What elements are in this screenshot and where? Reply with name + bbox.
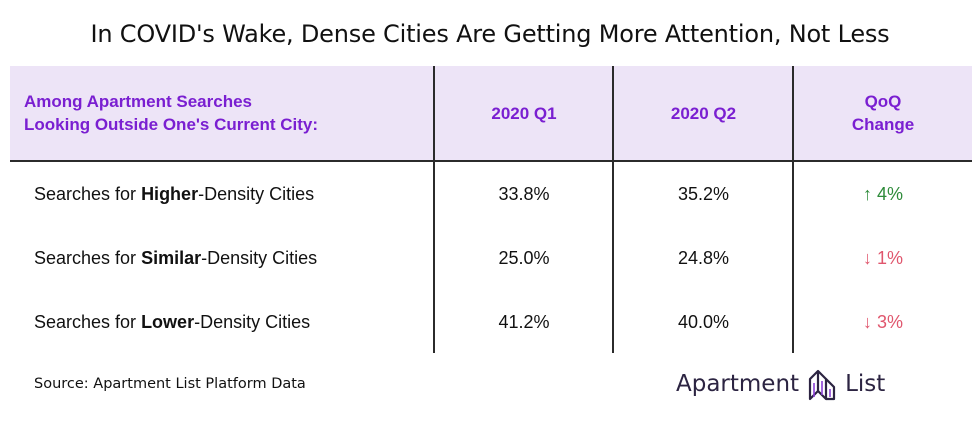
source-note: Source: Apartment List Platform Data [34, 376, 306, 392]
row-label-prefix: Searches for [34, 183, 142, 204]
data-table: Among Apartment Searches Looking Outside… [10, 66, 972, 356]
header-description-line2: Looking Outside One's Current City: [24, 115, 319, 134]
qoq-change: ↓ 3% [794, 290, 972, 354]
row-label-suffix: -Density Cities [194, 311, 311, 332]
header-cell-q2: 2020 Q2 [670, 103, 737, 123]
table-header [10, 66, 972, 162]
q1-value: 33.8% [498, 183, 550, 204]
q2-value: 35.2% [677, 183, 730, 204]
arrow-up-icon: ↑ [862, 183, 872, 204]
apartment-list-logo-icon [808, 369, 836, 401]
logo-word-apartment: Apartment [676, 371, 800, 397]
header-qoq-line2: Change [851, 115, 915, 134]
chart-title: In COVID's Wake, Dense Cities Are Gettin… [90, 20, 890, 48]
q2-value: 24.8% [677, 247, 730, 268]
change-value: 4% [877, 183, 904, 204]
header-description-line1: Among Apartment Searches [24, 92, 252, 111]
table-row: Searches for Higher -Density Cities 33.8%… [10, 162, 972, 226]
row-label-suffix: -Density Cities [198, 183, 315, 204]
row-label: Searches for Similar -Density Cities [34, 226, 429, 290]
row-label-suffix: -Density Cities [201, 247, 318, 268]
q1-value: 25.0% [498, 247, 550, 268]
header-qoq-line1: QoQ [864, 92, 902, 111]
table-row: Searches for Similar -Density Cities 25.0… [10, 226, 972, 290]
apartment-list-logo: Apartment List [676, 364, 885, 404]
change-value: 3% [877, 311, 904, 332]
q1-value: 41.2% [498, 311, 550, 332]
arrow-down-icon: ↓ [862, 311, 872, 332]
change-value: 1% [877, 247, 904, 268]
qoq-change: ↓ 1% [794, 226, 972, 290]
qoq-change: ↑ 4% [794, 162, 972, 226]
row-label-emphasis: Similar [141, 247, 202, 268]
arrow-down-icon: ↓ [862, 247, 872, 268]
row-label-prefix: Searches for [34, 247, 142, 268]
table-row: Searches for Lower -Density Cities 41.2% … [10, 290, 972, 354]
header-cell-qoq: QoQ Change [794, 66, 972, 160]
column-divider [612, 66, 614, 353]
row-label-emphasis: Lower [141, 311, 195, 332]
logo-word-list: List [845, 371, 886, 397]
column-divider [433, 66, 435, 353]
header-cell-q1: 2020 Q1 [491, 103, 557, 123]
q2-value: 40.0% [677, 311, 730, 332]
row-label-emphasis: Higher [141, 183, 199, 204]
row-label: Searches for Higher -Density Cities [34, 162, 429, 226]
column-divider [792, 66, 794, 353]
row-label: Searches for Lower -Density Cities [34, 290, 429, 354]
row-label-prefix: Searches for [34, 311, 142, 332]
header-cell-description: Among Apartment Searches Looking Outside… [24, 66, 424, 160]
